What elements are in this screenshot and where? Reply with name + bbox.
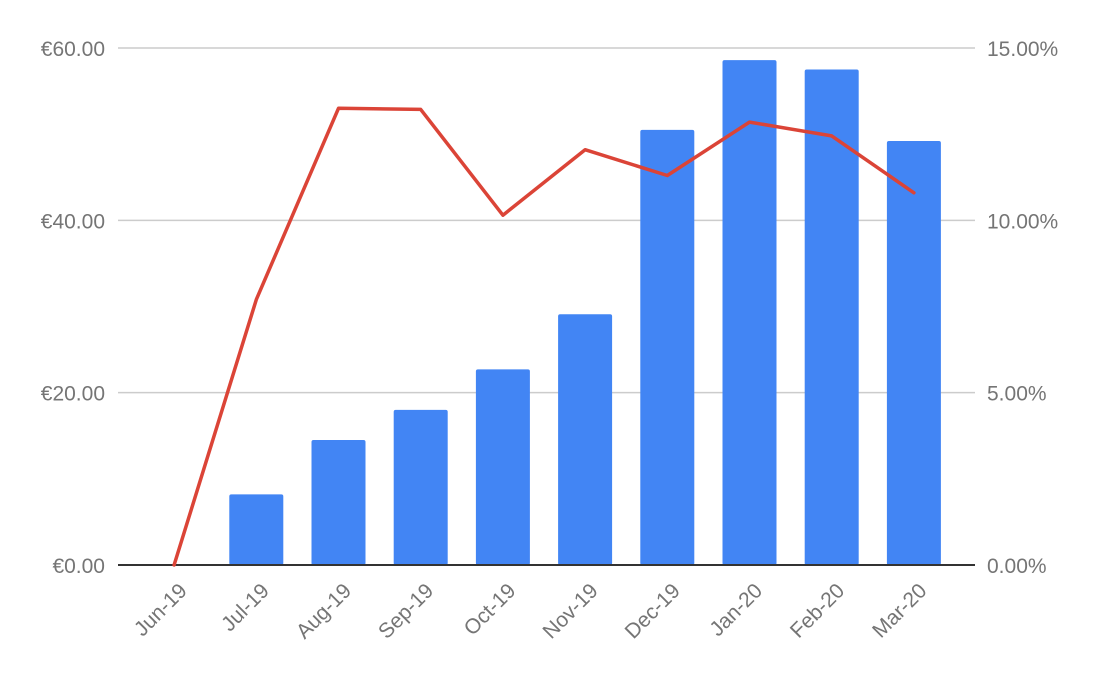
x-tick-label: Oct-19 (460, 579, 521, 640)
bar-series (229, 60, 941, 566)
left-tick-label: €40.00 (41, 210, 105, 233)
x-tick-label: Sep-19 (374, 579, 438, 643)
bar (311, 440, 366, 565)
bar (229, 494, 284, 565)
line-series (172, 106, 916, 567)
bar (722, 60, 777, 566)
bar (558, 314, 613, 565)
series-line (172, 106, 916, 567)
x-tick-label: Dec-19 (621, 579, 685, 643)
left-tick-label: €0.00 (52, 555, 105, 578)
x-tick-label: Jun-19 (130, 579, 192, 641)
right-tick-label: 0.00% (987, 555, 1047, 578)
bar (886, 141, 941, 565)
bar (393, 409, 448, 565)
left-tick-label: €20.00 (41, 383, 105, 406)
right-axis-ticks: 0.00% 5.00% 10.00% 15.00% (987, 38, 1058, 578)
bar (804, 69, 859, 566)
x-tick-label: Jan-20 (705, 579, 767, 641)
left-axis-ticks: €0.00 €20.00 €40.00 €60.00 (41, 38, 105, 578)
bar (475, 369, 530, 565)
right-tick-label: 10.00% (987, 210, 1058, 233)
x-tick-label: Nov-19 (538, 579, 602, 643)
right-tick-label: 5.00% (987, 383, 1047, 406)
x-tick-label: Jul-19 (217, 579, 274, 636)
bar (640, 129, 695, 565)
x-tick-label: Aug-19 (292, 579, 356, 643)
left-tick-label: €60.00 (41, 38, 105, 61)
x-tick-label: Feb-20 (786, 579, 849, 642)
x-tick-label: Mar-20 (868, 579, 931, 642)
right-tick-label: 15.00% (987, 38, 1058, 61)
x-axis-ticks: Jun-19 Jul-19 Aug-19 Sep-19 Oct-19 Nov-19 Dec-… (130, 579, 931, 643)
